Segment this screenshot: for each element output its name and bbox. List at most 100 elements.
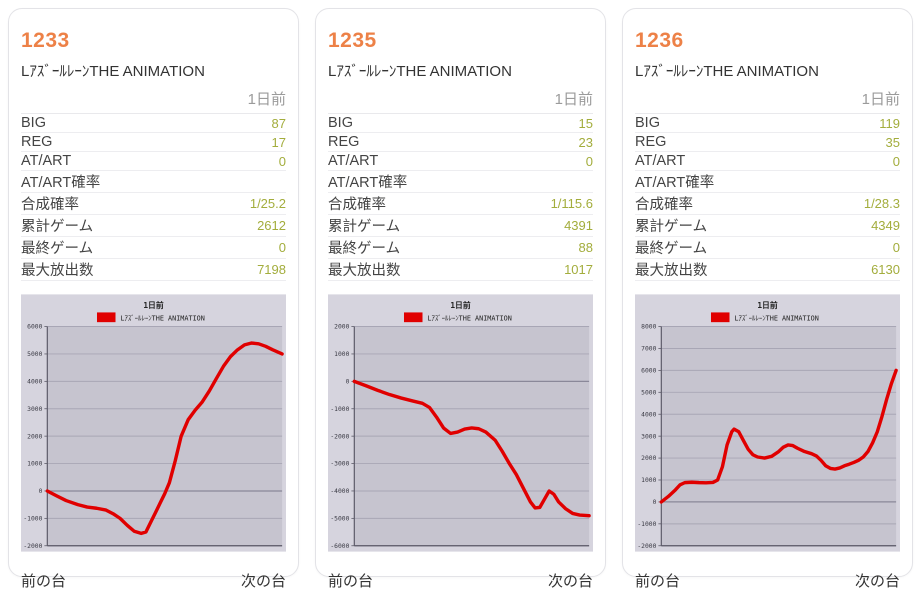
stat-value: 4391 (500, 214, 593, 237)
stats-row: 累計ゲーム 4349 (635, 214, 900, 237)
stats-row: 最終ゲーム 0 (21, 236, 286, 259)
stat-value (500, 170, 593, 193)
y-tick-label: 5000 (641, 389, 656, 396)
next-machine-link[interactable]: 次の台 (854, 573, 900, 590)
y-tick-label: 3000 (641, 433, 656, 440)
slump-graph: 1日前 LｱｽﾞｰﾙﾚｰﾝTHE ANIMATION 2000 1000 0 -1000 -… (328, 291, 593, 555)
slump-graph-svg: 1日前 LｱｽﾞｰﾙﾚｰﾝTHE ANIMATION 2000 1000 0 -1000 -… (328, 294, 593, 552)
stat-label: REG (328, 132, 501, 152)
stat-label: AT/ART確率 (635, 170, 817, 193)
y-tick-label: 4000 (27, 378, 42, 385)
y-tick-label: -1000 (637, 521, 656, 528)
stat-label: BIG (635, 114, 817, 133)
slump-line (45, 341, 284, 536)
stat-label: 最大放出数 (21, 258, 203, 281)
y-tick-label: 1000 (27, 461, 42, 468)
stat-label: BIG (328, 114, 501, 133)
prev-machine-link[interactable]: 前の台 (635, 573, 681, 590)
prev-machine-link[interactable]: 前の台 (21, 573, 67, 590)
card-footer: 前の台 次の台 (635, 570, 900, 591)
y-tick-label: -2000 (637, 543, 656, 550)
slump-graph: 1日前 LｱｽﾞｰﾙﾚｰﾝTHE ANIMATION 6000 5000 4000 300… (21, 291, 286, 555)
machine-card: 1235 LｱｽﾞｰﾙﾚｰﾝTHE ANIMATION 1日前 BIG 15 REG… (315, 8, 606, 590)
stats-table-body: BIG 15 REG 23 AT/ART 0 AT/ART確率 合成確率 1/115.6 累計ゲー… (328, 114, 593, 281)
stat-label: BIG (21, 114, 203, 133)
y-tick-label: 8000 (641, 324, 656, 331)
y-tick-label: -4000 (330, 488, 349, 495)
stat-value: 88 (500, 236, 593, 259)
card-footer: 前の台 次の台 (328, 570, 593, 591)
stats-table-body: BIG 87 REG 17 AT/ART 0 AT/ART確率 合成確率 1/25.2 累計ゲーム… (21, 114, 286, 281)
stats-row: BIG 15 (328, 114, 593, 133)
date-label: 1日前 (328, 81, 593, 114)
stats-row: AT/ART確率 (635, 170, 900, 193)
stat-value: 6130 (816, 258, 900, 281)
next-machine-link[interactable]: 次の台 (240, 573, 286, 590)
machine-name: LｱｽﾞｰﾙﾚｰﾝTHE ANIMATION (328, 63, 512, 80)
stat-value: 7198 (202, 258, 286, 281)
stats-row: 最大放出数 6130 (635, 258, 900, 281)
machine-name: LｱｽﾞｰﾙﾚｰﾝTHE ANIMATION (21, 63, 205, 80)
stat-value: 1/28.3 (816, 192, 900, 215)
y-tick-label: 0 (39, 488, 43, 495)
stat-label: 累計ゲーム (328, 214, 501, 237)
stats-row: 合成確率 1/28.3 (635, 192, 900, 215)
stats-row: REG 17 (21, 132, 286, 152)
slump-graph-svg: 1日前 LｱｽﾞｰﾙﾚｰﾝTHE ANIMATION 6000 5000 4000 300… (21, 294, 286, 552)
y-tick-label: -1000 (23, 515, 42, 522)
stat-label: AT/ART (21, 151, 203, 171)
stat-label: 合成確率 (328, 192, 501, 215)
legend-swatch (710, 312, 730, 323)
stats-row: 最大放出数 1017 (328, 258, 593, 281)
stats-row: BIG 119 (635, 114, 900, 133)
y-tick-label: 0 (346, 378, 350, 385)
stats-row: 累計ゲーム 4391 (328, 214, 593, 237)
y-tick-label: 0 (653, 499, 657, 506)
stat-value: 1/25.2 (202, 192, 286, 215)
stat-label: REG (21, 132, 203, 152)
stat-label: AT/ART (635, 151, 817, 171)
machine-name: LｱｽﾞｰﾙﾚｰﾝTHE ANIMATION (635, 63, 819, 80)
y-tick-label: -6000 (330, 543, 349, 550)
prev-machine-link[interactable]: 前の台 (328, 573, 374, 590)
stat-label: AT/ART確率 (21, 170, 203, 193)
legend-label: LｱｽﾞｰﾙﾚｰﾝTHE ANIMATION (734, 315, 818, 323)
stat-value: 1017 (500, 258, 593, 281)
stats-row: AT/ART 0 (635, 151, 900, 171)
y-tick-label: 6000 (27, 324, 42, 331)
legend-swatch (96, 312, 116, 323)
slump-graph: 1日前 LｱｽﾞｰﾙﾚｰﾝTHE ANIMATION 8000 7000 6000 500… (635, 291, 900, 555)
stats-row: 合成確率 1/115.6 (328, 192, 593, 215)
stat-label: 累計ゲーム (21, 214, 203, 237)
y-tick-label: -1000 (330, 406, 349, 413)
stat-value: 4349 (816, 214, 900, 237)
stat-value: 0 (202, 151, 286, 171)
chart-title: 1日前 (450, 300, 470, 310)
y-tick-label: -2000 (23, 543, 42, 550)
chart-title: 1日前 (143, 300, 163, 310)
stat-value (816, 170, 900, 193)
machine-number: 1235 (328, 29, 377, 52)
y-tick-label: -2000 (330, 433, 349, 440)
stat-label: 最終ゲーム (21, 236, 203, 259)
slump-line (352, 379, 591, 518)
stat-label: AT/ART確率 (328, 170, 501, 193)
slump-line (659, 368, 898, 504)
stat-value: 17 (202, 132, 286, 152)
stats-table-body: BIG 119 REG 35 AT/ART 0 AT/ART確率 合成確率 1/28.3 累計ゲー… (635, 114, 900, 281)
y-tick-label: 2000 (641, 455, 656, 462)
y-tick-label: 7000 (641, 346, 656, 353)
y-tick-label: -5000 (330, 515, 349, 522)
stat-label: 最大放出数 (635, 258, 817, 281)
stat-label: 最大放出数 (328, 258, 501, 281)
stats-row: BIG 87 (21, 114, 286, 133)
legend-swatch (403, 312, 423, 323)
date-label: 1日前 (635, 81, 900, 114)
y-tick-label: 2000 (27, 433, 42, 440)
stat-label: 最終ゲーム (328, 236, 501, 259)
stats-row: 累計ゲーム 2612 (21, 214, 286, 237)
stat-value: 2612 (202, 214, 286, 237)
y-tick-label: 1000 (334, 351, 349, 358)
next-machine-link[interactable]: 次の台 (547, 573, 593, 590)
